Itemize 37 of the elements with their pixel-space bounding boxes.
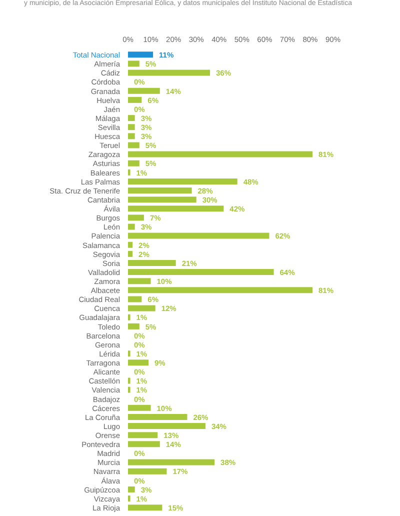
bar (128, 133, 135, 140)
bar (128, 160, 140, 166)
bar (128, 323, 140, 330)
bar (128, 242, 133, 248)
bar (128, 459, 215, 466)
bar (128, 142, 140, 148)
bar (128, 296, 142, 302)
bar (128, 178, 238, 184)
bar (128, 414, 188, 420)
bar (128, 423, 206, 430)
bar (128, 124, 135, 130)
bar (128, 269, 274, 276)
bar (128, 287, 312, 294)
bar (128, 260, 176, 266)
bar (128, 115, 135, 122)
bar (128, 468, 167, 474)
bar (128, 60, 140, 67)
bar (128, 305, 156, 312)
bar (128, 88, 160, 94)
bar (128, 441, 160, 448)
bar (128, 52, 154, 58)
bar (128, 196, 196, 203)
bar (128, 232, 270, 239)
bar (128, 360, 148, 366)
bar (128, 432, 158, 438)
bar (128, 486, 135, 492)
bar (128, 404, 151, 411)
bar (128, 224, 135, 230)
bar (128, 188, 192, 194)
bar (128, 70, 210, 76)
bar (128, 96, 142, 103)
bar (128, 250, 133, 257)
bar (128, 278, 151, 284)
bar (128, 504, 162, 511)
bar (128, 151, 312, 158)
bar (128, 206, 224, 212)
bar (128, 214, 144, 221)
